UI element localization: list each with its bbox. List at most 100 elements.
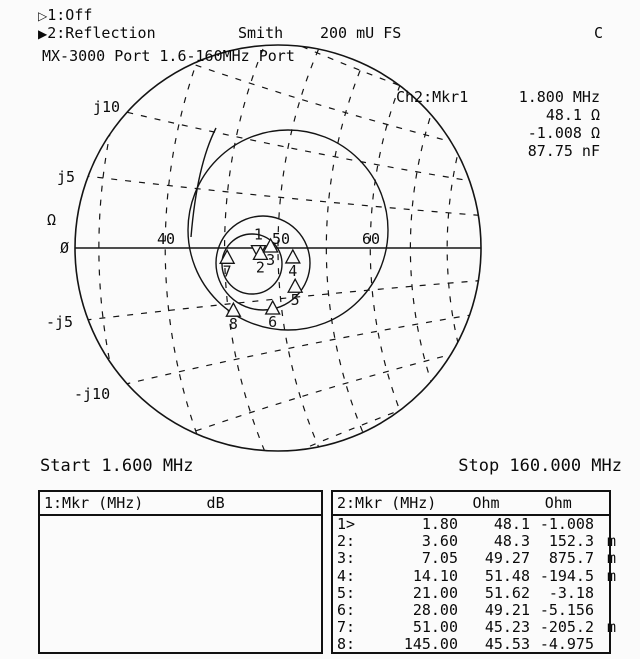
chart-marker-5[interactable]: 5 xyxy=(287,277,304,309)
marker-7-number: 7 xyxy=(223,262,232,280)
marker-5-triangle-icon xyxy=(287,277,304,293)
row-frequency: 14.10 xyxy=(412,566,458,585)
marker-table-row-8[interactable]: 8: 145.00 45.53 -4.975 xyxy=(337,636,609,653)
chart-marker-2[interactable]: 2 xyxy=(252,245,269,276)
row-unit-suffix: m xyxy=(606,566,616,585)
marker-table-row-2[interactable]: 2: 3.60 48.3 152.3 m xyxy=(337,532,616,551)
row-frequency: 7.05 xyxy=(421,549,458,568)
channel-2-marker-icon: ▶ xyxy=(38,27,48,41)
ohm-unit-label: Ω xyxy=(47,211,57,229)
row-resistance: 48.3 xyxy=(493,532,530,551)
row-resistance: 51.62 xyxy=(484,583,530,602)
row-resistance: 45.23 xyxy=(484,618,530,637)
reactance-label-zero: Ø xyxy=(60,239,70,257)
marker-8-triangle-icon xyxy=(225,301,242,317)
marker-table-row-6[interactable]: 6: 28.00 49.21 -5.156 xyxy=(337,600,609,619)
row-resistance: 49.27 xyxy=(484,549,530,568)
resistance-grid-circle-70 xyxy=(446,45,481,451)
chart-marker-6[interactable]: 6 xyxy=(264,299,281,331)
row-resistance: 49.21 xyxy=(484,600,530,619)
channel-2-row[interactable]: ▶2:Reflection xyxy=(38,25,156,43)
marker-1-number: 1 xyxy=(254,226,263,244)
row-frequency: 51.00 xyxy=(412,618,458,637)
scale-label: 200 mU FS xyxy=(320,24,402,42)
resistance-grid-circle-60 xyxy=(369,45,481,451)
channel-1-row[interactable]: ▷1:Off xyxy=(38,7,92,25)
chart-marker-4[interactable]: 4 xyxy=(284,248,301,280)
reactance-label-minus-j5: -j5 xyxy=(46,313,74,331)
row-reactance: -3.18 xyxy=(548,583,594,602)
row-unit-suffix: m xyxy=(606,549,616,568)
chart-marker-7[interactable]: 7 xyxy=(219,248,236,280)
row-frequency: 145.00 xyxy=(403,635,458,654)
smith-grid xyxy=(75,45,481,451)
display-format-label: Smith xyxy=(238,24,284,42)
sweep-stop-label: Stop 160.000 MHz xyxy=(458,456,622,476)
row-unit-suffix: m xyxy=(606,618,616,637)
row-marker-num: 7: xyxy=(337,618,356,637)
marker-table-row-5[interactable]: 5: 21.00 51.62 -3.18 xyxy=(337,583,609,602)
smith-chart-canvas: 1 2 34 56 7 8 xyxy=(74,44,482,452)
row-resistance: 51.48 xyxy=(484,566,530,585)
marker-6-triangle-icon xyxy=(264,299,281,315)
resistance-label-50: 50 xyxy=(272,230,291,248)
resistance-label-60: 60 xyxy=(362,230,381,248)
row-reactance: -205.2 xyxy=(539,618,594,637)
chart-marker-8[interactable]: 8 xyxy=(225,301,242,333)
readout-marker-label: Ch2:Mkr1 xyxy=(396,88,469,106)
marker-table-row-3[interactable]: 3: 7.05 49.27 875.7 m xyxy=(337,549,616,568)
reflection-trace xyxy=(187,127,389,331)
reactance-label-j10: j10 xyxy=(93,98,121,116)
channel-1-marker-table: 1:Mkr (MHz) dB xyxy=(38,490,323,654)
resistance-grid-circle-65 xyxy=(409,45,481,451)
cal-indicator: C xyxy=(594,24,604,42)
row-resistance: 45.53 xyxy=(484,635,530,654)
channel-1-marker-icon: ▷ xyxy=(38,9,48,23)
resistance-grid-circle-50 xyxy=(277,45,481,451)
trace-title: MX-3000 Port 1.6-160MHz Port xyxy=(42,47,295,65)
readout-frequency: 1.800 MHz xyxy=(518,88,600,106)
row-resistance: 48.1 xyxy=(493,515,530,533)
marker-table-row-1[interactable]: 1> 1.80 48.1 -1.008 xyxy=(337,515,609,533)
channel-2-label: 2:Reflection xyxy=(47,24,156,42)
row-frequency: 1.80 xyxy=(421,515,458,533)
marker-5-number: 5 xyxy=(291,291,300,309)
readout-reactance: -1.008 Ω xyxy=(527,124,600,142)
row-marker-num: 8: xyxy=(337,635,356,654)
resistance-label-40: 40 xyxy=(157,230,176,248)
marker-6-number: 6 xyxy=(268,313,277,331)
trace-loop-3 xyxy=(221,233,283,295)
chart-marker-3[interactable]: 3 xyxy=(262,237,279,269)
reactance-grid-arc--10 xyxy=(75,247,481,451)
row-reactance: -1.008 xyxy=(539,515,594,533)
reactance-label-j5: j5 xyxy=(57,168,76,186)
row-reactance: -4.975 xyxy=(539,635,594,654)
row-marker-num: 3: xyxy=(337,549,356,568)
reactance-grid-arc--20 xyxy=(75,247,481,451)
row-frequency: 28.00 xyxy=(412,600,458,619)
reactance-grid-arc--5 xyxy=(75,247,481,451)
channel-2-marker-table: 2:Mkr (MHz) Ohm Ohm 1> 1.80 48.1 -1.008 2: 3.… xyxy=(331,490,616,654)
row-marker-num: 2: xyxy=(337,532,356,551)
row-reactance: 875.7 xyxy=(548,549,594,568)
trace-entry-segment xyxy=(190,127,217,238)
readout-resistance: 48.1 Ω xyxy=(545,106,600,124)
channel-1-table-header: 1:Mkr (MHz) dB xyxy=(40,492,321,516)
marker-2-triangle-icon xyxy=(252,245,269,261)
readout-capacitance: 87.75 nF xyxy=(527,142,600,160)
marker-table-row-7[interactable]: 7: 51.00 45.23 -205.2 m xyxy=(337,618,616,637)
marker-4-triangle-icon xyxy=(284,248,301,264)
row-frequency: 21.00 xyxy=(412,583,458,602)
trace-loop-1 xyxy=(187,129,389,331)
row-reactance: 152.3 xyxy=(548,532,594,551)
marker-table-row-4[interactable]: 4: 14.10 51.48 -194.5 m xyxy=(337,566,616,585)
marker-3-number: 3 xyxy=(266,251,275,269)
marker-8-number: 8 xyxy=(229,315,238,333)
marker-7-triangle-icon xyxy=(219,248,236,264)
channel-1-label: 1:Off xyxy=(47,6,93,24)
trace-loop-2 xyxy=(215,215,311,311)
channel-2-table-header: 2:Mkr (MHz) Ohm Ohm xyxy=(333,492,609,516)
reactance-grid-arc--15 xyxy=(75,247,481,451)
marker-4-number: 4 xyxy=(288,262,297,280)
